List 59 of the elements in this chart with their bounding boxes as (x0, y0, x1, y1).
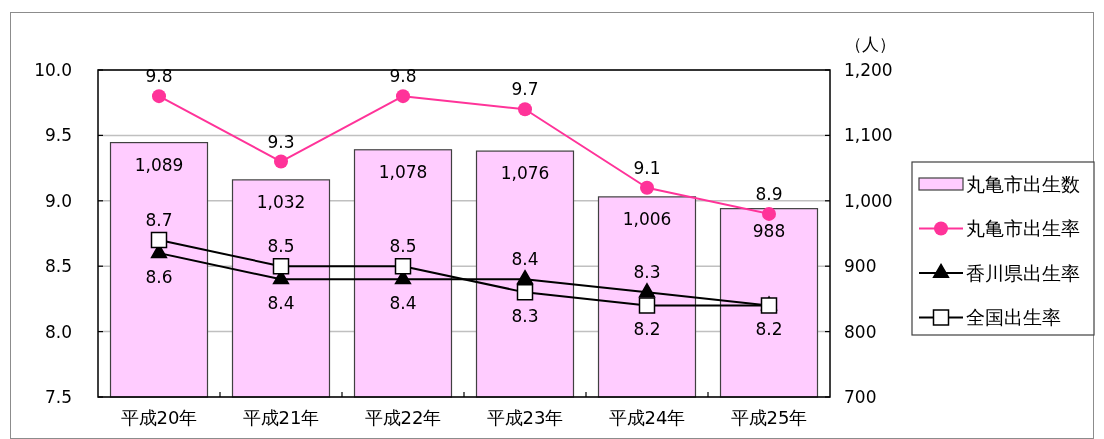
legend-label: 全国出生率 (966, 306, 1061, 329)
y-tick-label: 8.5 (44, 256, 72, 277)
y2-tick-label: 900 (844, 256, 877, 277)
x-tick-label: 平成24年 (608, 407, 686, 428)
data-label: 8.3 (633, 262, 661, 283)
point (396, 89, 410, 104)
point (762, 206, 776, 221)
point (272, 257, 290, 275)
y2-tick-label: 1,100 (844, 125, 893, 146)
point (638, 297, 656, 314)
y2-tick-label: 700 (844, 386, 877, 407)
x-tick-label: 平成23年 (486, 407, 564, 428)
data-label: 9.1 (633, 157, 661, 178)
data-label: 8.4 (511, 249, 539, 270)
data-label: 8.9 (755, 183, 783, 204)
x-tick-label: 平成25年 (730, 407, 808, 428)
y-tick-label: 9.0 (44, 190, 72, 211)
data-label: 9.7 (511, 79, 539, 100)
point (150, 231, 168, 249)
data-label: 8.4 (267, 293, 295, 314)
x-tick-label: 平成21年 (242, 407, 320, 428)
data-label: 1,078 (378, 161, 428, 182)
y-tick-label: 8.0 (44, 321, 72, 342)
point (516, 269, 534, 285)
data-label: 1,076 (500, 163, 550, 184)
point (640, 180, 654, 195)
data-label: 8.5 (389, 236, 417, 257)
legend-label: 香川県出生率 (966, 261, 1080, 284)
point (274, 154, 288, 169)
data-label: 1,032 (256, 191, 306, 212)
data-label: 8.4 (389, 293, 417, 314)
point (394, 257, 412, 275)
y2-axis-title: （人） (844, 34, 896, 54)
point (638, 283, 656, 298)
data-label: 8.2 (755, 319, 783, 340)
legend-label: 丸亀市出生率 (966, 217, 1080, 240)
data-label: 9.8 (145, 66, 173, 87)
y-tick-label: 9.5 (44, 125, 72, 146)
data-label: 8.2 (633, 319, 661, 340)
y-tick-label: 7.5 (44, 386, 72, 407)
data-label: 1,006 (622, 208, 672, 229)
x-tick-label: 平成22年 (364, 407, 442, 428)
point (516, 284, 534, 301)
x-tick-label: 平成20年 (120, 407, 198, 428)
y-tick-label: 10.0 (34, 59, 72, 80)
data-label: 8.6 (145, 267, 173, 288)
y2-tick-label: 800 (844, 321, 877, 342)
y2-tick-label: 1,000 (844, 190, 893, 211)
legend-label: 丸亀市出生数 (966, 172, 1080, 195)
data-label: 9.8 (389, 66, 417, 87)
data-label: 1,089 (134, 154, 184, 175)
point (518, 102, 532, 117)
data-label: 988 (752, 220, 786, 241)
data-label: 9.3 (267, 131, 295, 152)
point (152, 89, 166, 104)
data-label: 8.5 (267, 236, 295, 257)
data-label: 8.7 (145, 210, 173, 231)
y2-tick-label: 1,200 (844, 59, 893, 80)
data-label: 8.3 (511, 306, 539, 327)
